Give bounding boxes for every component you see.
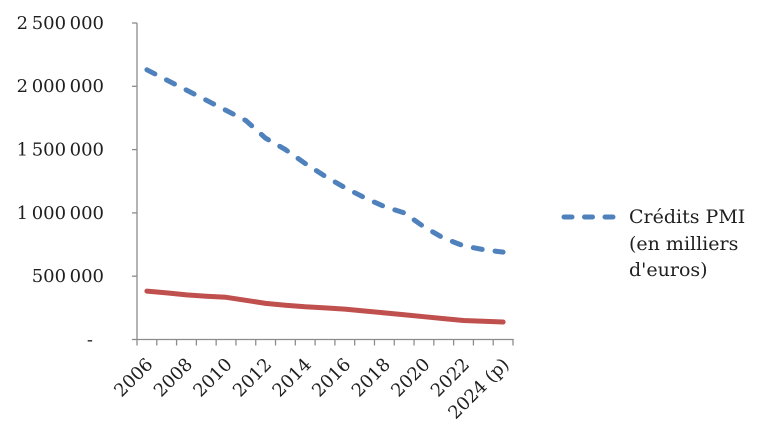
series-line-2 (144, 288, 506, 325)
y-tick-label: 2 500 000 (17, 13, 104, 34)
y-tick-label: 500 000 (32, 266, 104, 287)
x-tick-label: 2012 (229, 354, 276, 401)
x-tick-label: 2018 (348, 354, 395, 401)
legend-label: Crédits PMI (en milliers d'euros) (629, 204, 745, 284)
y-tick-label: - (87, 329, 93, 350)
y-tick-label: 2 000 000 (17, 76, 104, 97)
series-line-1 (144, 67, 506, 255)
legend-dash-marker-icon (561, 214, 623, 220)
x-tick-label: 2006 (110, 354, 157, 401)
x-tick-label: 2010 (189, 354, 236, 401)
legend-label-line3: d'euros) (629, 259, 708, 281)
y-tick-label: 1 000 000 (17, 203, 104, 224)
legend-label-line2: (en milliers (629, 232, 739, 255)
x-tick-label: 2014 (269, 354, 316, 401)
y-tick-label: 1 500 000 (17, 140, 104, 161)
chart-legend: Crédits PMI (en milliers d'euros) (560, 204, 745, 284)
x-tick-label: 2016 (308, 354, 355, 401)
x-tick-label: 2020 (387, 354, 434, 401)
x-tick-label: 2008 (150, 354, 197, 401)
legend-label-line1: Crédits PMI (629, 206, 746, 228)
